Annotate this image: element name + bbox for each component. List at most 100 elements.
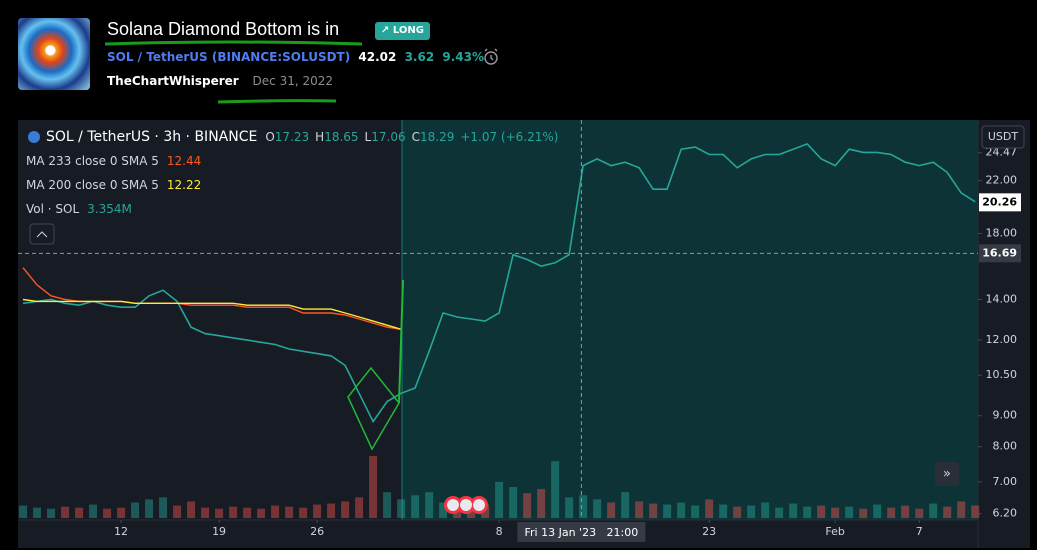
volume-bar: [313, 504, 322, 518]
legend-low: 17.06: [371, 130, 405, 144]
highlight-region: [402, 120, 978, 520]
volume-bar: [117, 507, 126, 518]
volume-bar: [649, 503, 658, 518]
volume-bar: [775, 507, 784, 518]
legend-entry: Vol · SOL: [26, 202, 79, 216]
legend-entry: MA 200 close 0 SMA 5: [26, 178, 159, 192]
legend-row: SOL / TetherUS · 3h · BINANCE O17.23 H18.6…: [46, 129, 558, 145]
author-line: TheChartWhisperer Dec 31, 2022: [107, 74, 333, 88]
volume-bar: [327, 503, 336, 518]
scroll-right-button[interactable]: [935, 462, 959, 486]
volume-bar: [271, 505, 280, 518]
volume-bar: [159, 497, 168, 518]
collapse-icon: [36, 231, 48, 238]
volume-bar: [383, 492, 392, 518]
volume-bar: [173, 505, 182, 518]
volume-bar: [831, 507, 840, 518]
crosshair-price-box: [979, 244, 1021, 263]
series-line: [22, 298, 402, 330]
legend-row: MA 200 close 0 SMA 5 12.22: [26, 178, 201, 192]
volume-bar: [565, 497, 574, 518]
volume-bar: [593, 499, 602, 518]
volume-bar: [635, 501, 644, 518]
legend-c-label: C: [412, 130, 420, 144]
x-tick-label: 7: [916, 525, 923, 538]
volume-bar: [943, 506, 952, 518]
volume-bar: [705, 499, 714, 518]
author-avatar[interactable]: [18, 18, 90, 90]
crosshair-time-box: [517, 522, 646, 542]
volume-bar: [621, 492, 630, 518]
legend-o-label: O: [265, 130, 274, 144]
change: 3.62: [404, 50, 435, 64]
symbol-logo: [28, 131, 40, 143]
y-tick-label: 8.00: [993, 440, 1018, 453]
collapse-legend-button[interactable]: [29, 223, 55, 245]
scroll-right-icon: »: [943, 467, 951, 482]
volume-bar: [915, 508, 924, 518]
y-tick-label: 6.20: [993, 507, 1018, 520]
volume-bar: [257, 508, 266, 518]
volume-bar: [215, 508, 224, 518]
alarm-icon[interactable]: [484, 48, 498, 65]
last-price-box: [979, 193, 1021, 212]
diamond-drawing: [347, 366, 400, 451]
volume-bar: [607, 502, 616, 518]
volume-bar: [579, 495, 588, 518]
long-badge: ↗ LONG: [375, 22, 430, 40]
y-tick-label: 14.00: [986, 293, 1018, 306]
currency-button[interactable]: [981, 125, 1025, 149]
volume-bar: [19, 505, 28, 518]
volume-bar: [439, 502, 448, 518]
y-tick-label: 10.50: [986, 368, 1018, 381]
volume-bar: [761, 502, 770, 518]
legend-l-label: L: [365, 130, 372, 144]
y-tick-label: 12.00: [986, 333, 1018, 346]
series-line: [22, 142, 976, 424]
legend-open: 17.23: [275, 130, 309, 144]
flag-icons[interactable]: [444, 496, 488, 514]
legend-row: Vol · SOL 3.354M: [26, 202, 132, 216]
volume-bar: [719, 504, 728, 518]
symbol-line: SOL / TetherUS (BINANCE:SOLUSDT) 42.02 3…: [107, 50, 484, 64]
volume-bar: [551, 461, 560, 518]
y-tick-label: 22.00: [986, 174, 1018, 187]
volume-bar: [411, 495, 420, 518]
crosshair-time-label: Fri 13 Jan '23 21:00: [525, 526, 639, 539]
volume-bar: [733, 506, 742, 518]
exchange-symbol[interactable]: (BINANCE:SOLUSDT): [211, 50, 351, 64]
symbol[interactable]: SOL / TetherUS: [107, 50, 208, 64]
volume-bar: [47, 508, 56, 518]
x-tick-label: 26: [310, 525, 324, 538]
price: 42.02: [358, 50, 397, 64]
legend-high: 18.65: [324, 130, 358, 144]
y-tick-label: 24.47: [986, 146, 1018, 159]
crosshair-price-label: 16.69: [982, 246, 1017, 259]
volume-bar: [61, 506, 70, 518]
volume-bar: [845, 506, 854, 518]
badge-text: LONG: [392, 25, 424, 36]
underline-drawing: [104, 40, 363, 46]
volume-bar: [397, 499, 406, 518]
legend-h-label: H: [315, 130, 324, 144]
breakout-drawing: [398, 279, 404, 404]
legend-symbol: SOL / TetherUS · 3h · BINANCE: [46, 129, 257, 145]
currency-label: USDT: [988, 130, 1019, 143]
volume-bar: [677, 502, 686, 518]
volume-bar: [341, 501, 350, 518]
author[interactable]: TheChartWhisperer: [107, 74, 239, 88]
volume-bar: [887, 507, 896, 518]
volume-bar: [803, 506, 812, 518]
legend-close: 18.29: [420, 130, 454, 144]
volume-bar: [75, 507, 84, 518]
x-tick-label: 8: [496, 525, 503, 538]
volume-bar: [901, 505, 910, 518]
volume-bar: [509, 487, 518, 518]
volume-bar: [131, 502, 140, 518]
volume-bar: [859, 508, 868, 518]
last-price-label: 20.26: [982, 195, 1017, 208]
volume-bar: [285, 506, 294, 518]
legend-change: +1.07 (+6.21%): [460, 130, 558, 144]
x-tick-label: 12: [114, 525, 128, 538]
volume-bar: [747, 505, 756, 518]
